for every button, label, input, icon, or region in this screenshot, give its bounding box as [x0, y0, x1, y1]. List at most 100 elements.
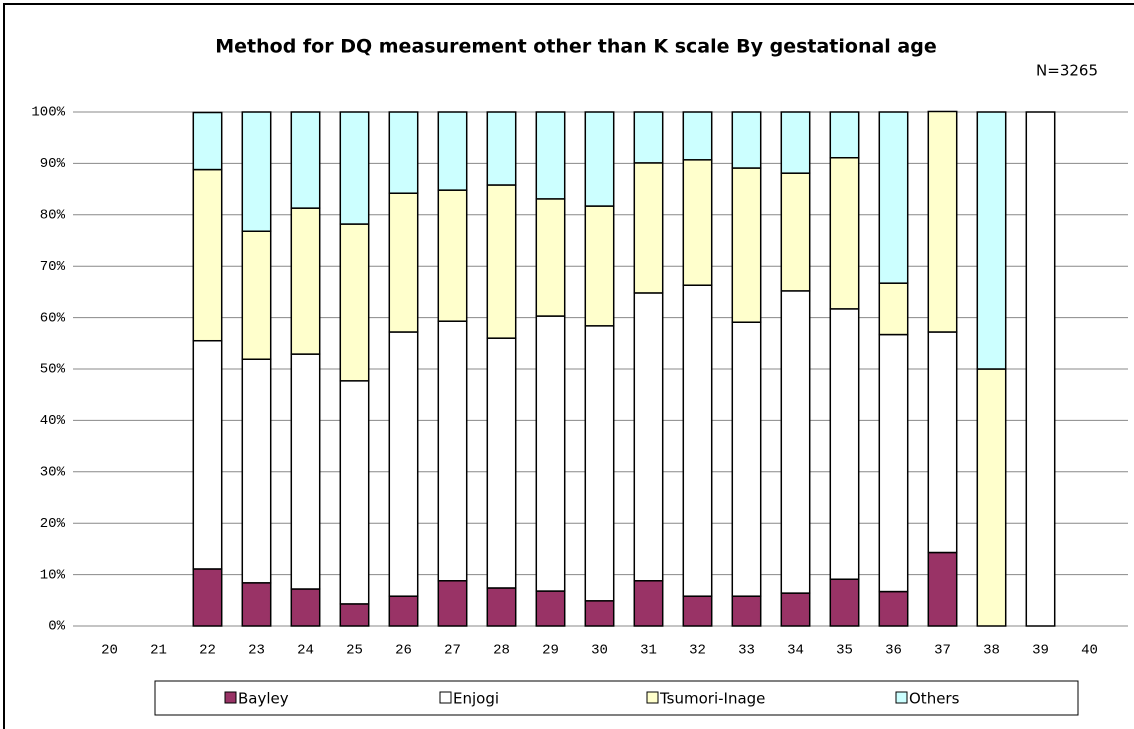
x-tick-label: 23: [248, 643, 265, 659]
y-tick-label: 70%: [40, 259, 66, 275]
legend-label: Enjogi: [453, 690, 499, 708]
x-tick-label: 20: [101, 643, 118, 659]
bar-segment: [290, 588, 321, 627]
bar-segment: [878, 111, 909, 284]
x-tick-label: 21: [150, 643, 167, 659]
bar-segment: [192, 111, 223, 171]
bar-segment: [241, 582, 272, 627]
bar-segment: [584, 205, 615, 327]
bar-segment: [927, 331, 958, 554]
bar-segment: [682, 159, 713, 286]
x-tick-label: 37: [934, 643, 951, 659]
bar-segment: [633, 111, 664, 164]
bar-segment: [731, 321, 762, 597]
bar-segment: [927, 551, 958, 627]
bar-segment: [241, 358, 272, 584]
x-tick-label: 35: [836, 643, 853, 659]
legend-swatch: [439, 691, 452, 704]
bar-segment: [241, 111, 272, 232]
bar-segment: [731, 111, 762, 169]
y-tick-label: 100%: [31, 105, 65, 121]
bar-segment: [290, 207, 321, 355]
x-tick-label: 29: [542, 643, 559, 659]
bar-segment: [388, 331, 419, 597]
y-tick-label: 40%: [40, 413, 66, 429]
bar-segment: [339, 380, 370, 605]
chart-title: Method for DQ measurement other than K s…: [215, 36, 936, 58]
x-tick-label: 32: [689, 643, 706, 659]
x-tick-label: 40: [1081, 643, 1098, 659]
x-tick-label: 30: [591, 643, 608, 659]
bar-segment: [535, 198, 566, 317]
bar-segment: [976, 368, 1007, 627]
bar-segment: [388, 192, 419, 333]
bar-segment: [780, 172, 811, 292]
bar-segment: [731, 167, 762, 323]
bar-segment: [829, 308, 860, 580]
x-tick-label: 34: [787, 643, 804, 659]
bar-segment: [1025, 111, 1056, 627]
bar-segment: [731, 595, 762, 627]
bar-segment: [437, 111, 468, 191]
x-tick-label: 38: [983, 643, 1000, 659]
x-tick-label: 24: [297, 643, 314, 659]
bar-segment: [241, 230, 272, 360]
x-tick-label: 27: [444, 643, 461, 659]
bar-segment: [388, 111, 419, 194]
bar-segment: [780, 290, 811, 594]
bar-segment: [584, 111, 615, 207]
x-tick-label: 28: [493, 643, 510, 659]
bar-segment: [780, 111, 811, 174]
bar-segment: [682, 595, 713, 627]
x-tick-label: 25: [346, 643, 363, 659]
bar-segment: [829, 111, 860, 159]
bar-segment: [976, 111, 1007, 370]
bar-segment: [535, 111, 566, 200]
chart-frame: [3, 3, 1134, 729]
bar-segment: [878, 282, 909, 336]
y-tick-label: 60%: [40, 310, 66, 326]
bar-segment: [339, 603, 370, 627]
bar-segment: [682, 284, 713, 597]
x-tick-label: 26: [395, 643, 412, 659]
legend-label: Others: [909, 690, 960, 708]
bar-segment: [486, 111, 517, 186]
bar-segment: [388, 595, 419, 627]
x-tick-label: 36: [885, 643, 902, 659]
bar-segment: [437, 580, 468, 627]
bar-segment: [437, 189, 468, 322]
bar-segment: [927, 110, 958, 333]
bar-segment: [829, 578, 860, 627]
bar-segment: [290, 111, 321, 209]
legend-label: Bayley: [238, 690, 289, 708]
legend-label: Tsumori-Inage: [659, 690, 765, 708]
y-tick-label: 80%: [40, 208, 66, 224]
legend-swatch: [895, 691, 908, 704]
x-tick-label: 31: [640, 643, 657, 659]
y-tick-label: 90%: [40, 156, 66, 172]
bar-segment: [486, 184, 517, 339]
bar-segment: [486, 337, 517, 589]
legend-swatch: [224, 691, 237, 704]
bar-segment: [290, 353, 321, 590]
bar-segment: [878, 333, 909, 593]
y-tick-label: 10%: [40, 567, 66, 583]
bar-segment: [192, 339, 223, 570]
bar-segment: [584, 325, 615, 602]
bar-segment: [633, 580, 664, 627]
bar-segment: [192, 168, 223, 342]
bar-segment: [682, 111, 713, 161]
bar-segment: [192, 568, 223, 627]
bar-segment: [633, 162, 664, 294]
bar-segment: [339, 223, 370, 382]
legend-box: [154, 680, 1079, 716]
bar-segment: [878, 590, 909, 627]
y-tick-label: 0%: [48, 619, 65, 635]
x-tick-label: 33: [738, 643, 755, 659]
bar-segment: [437, 320, 468, 582]
bar-segment: [535, 590, 566, 627]
bar-segment: [486, 587, 517, 627]
bar-segment: [829, 156, 860, 310]
bar-segment: [584, 600, 615, 627]
